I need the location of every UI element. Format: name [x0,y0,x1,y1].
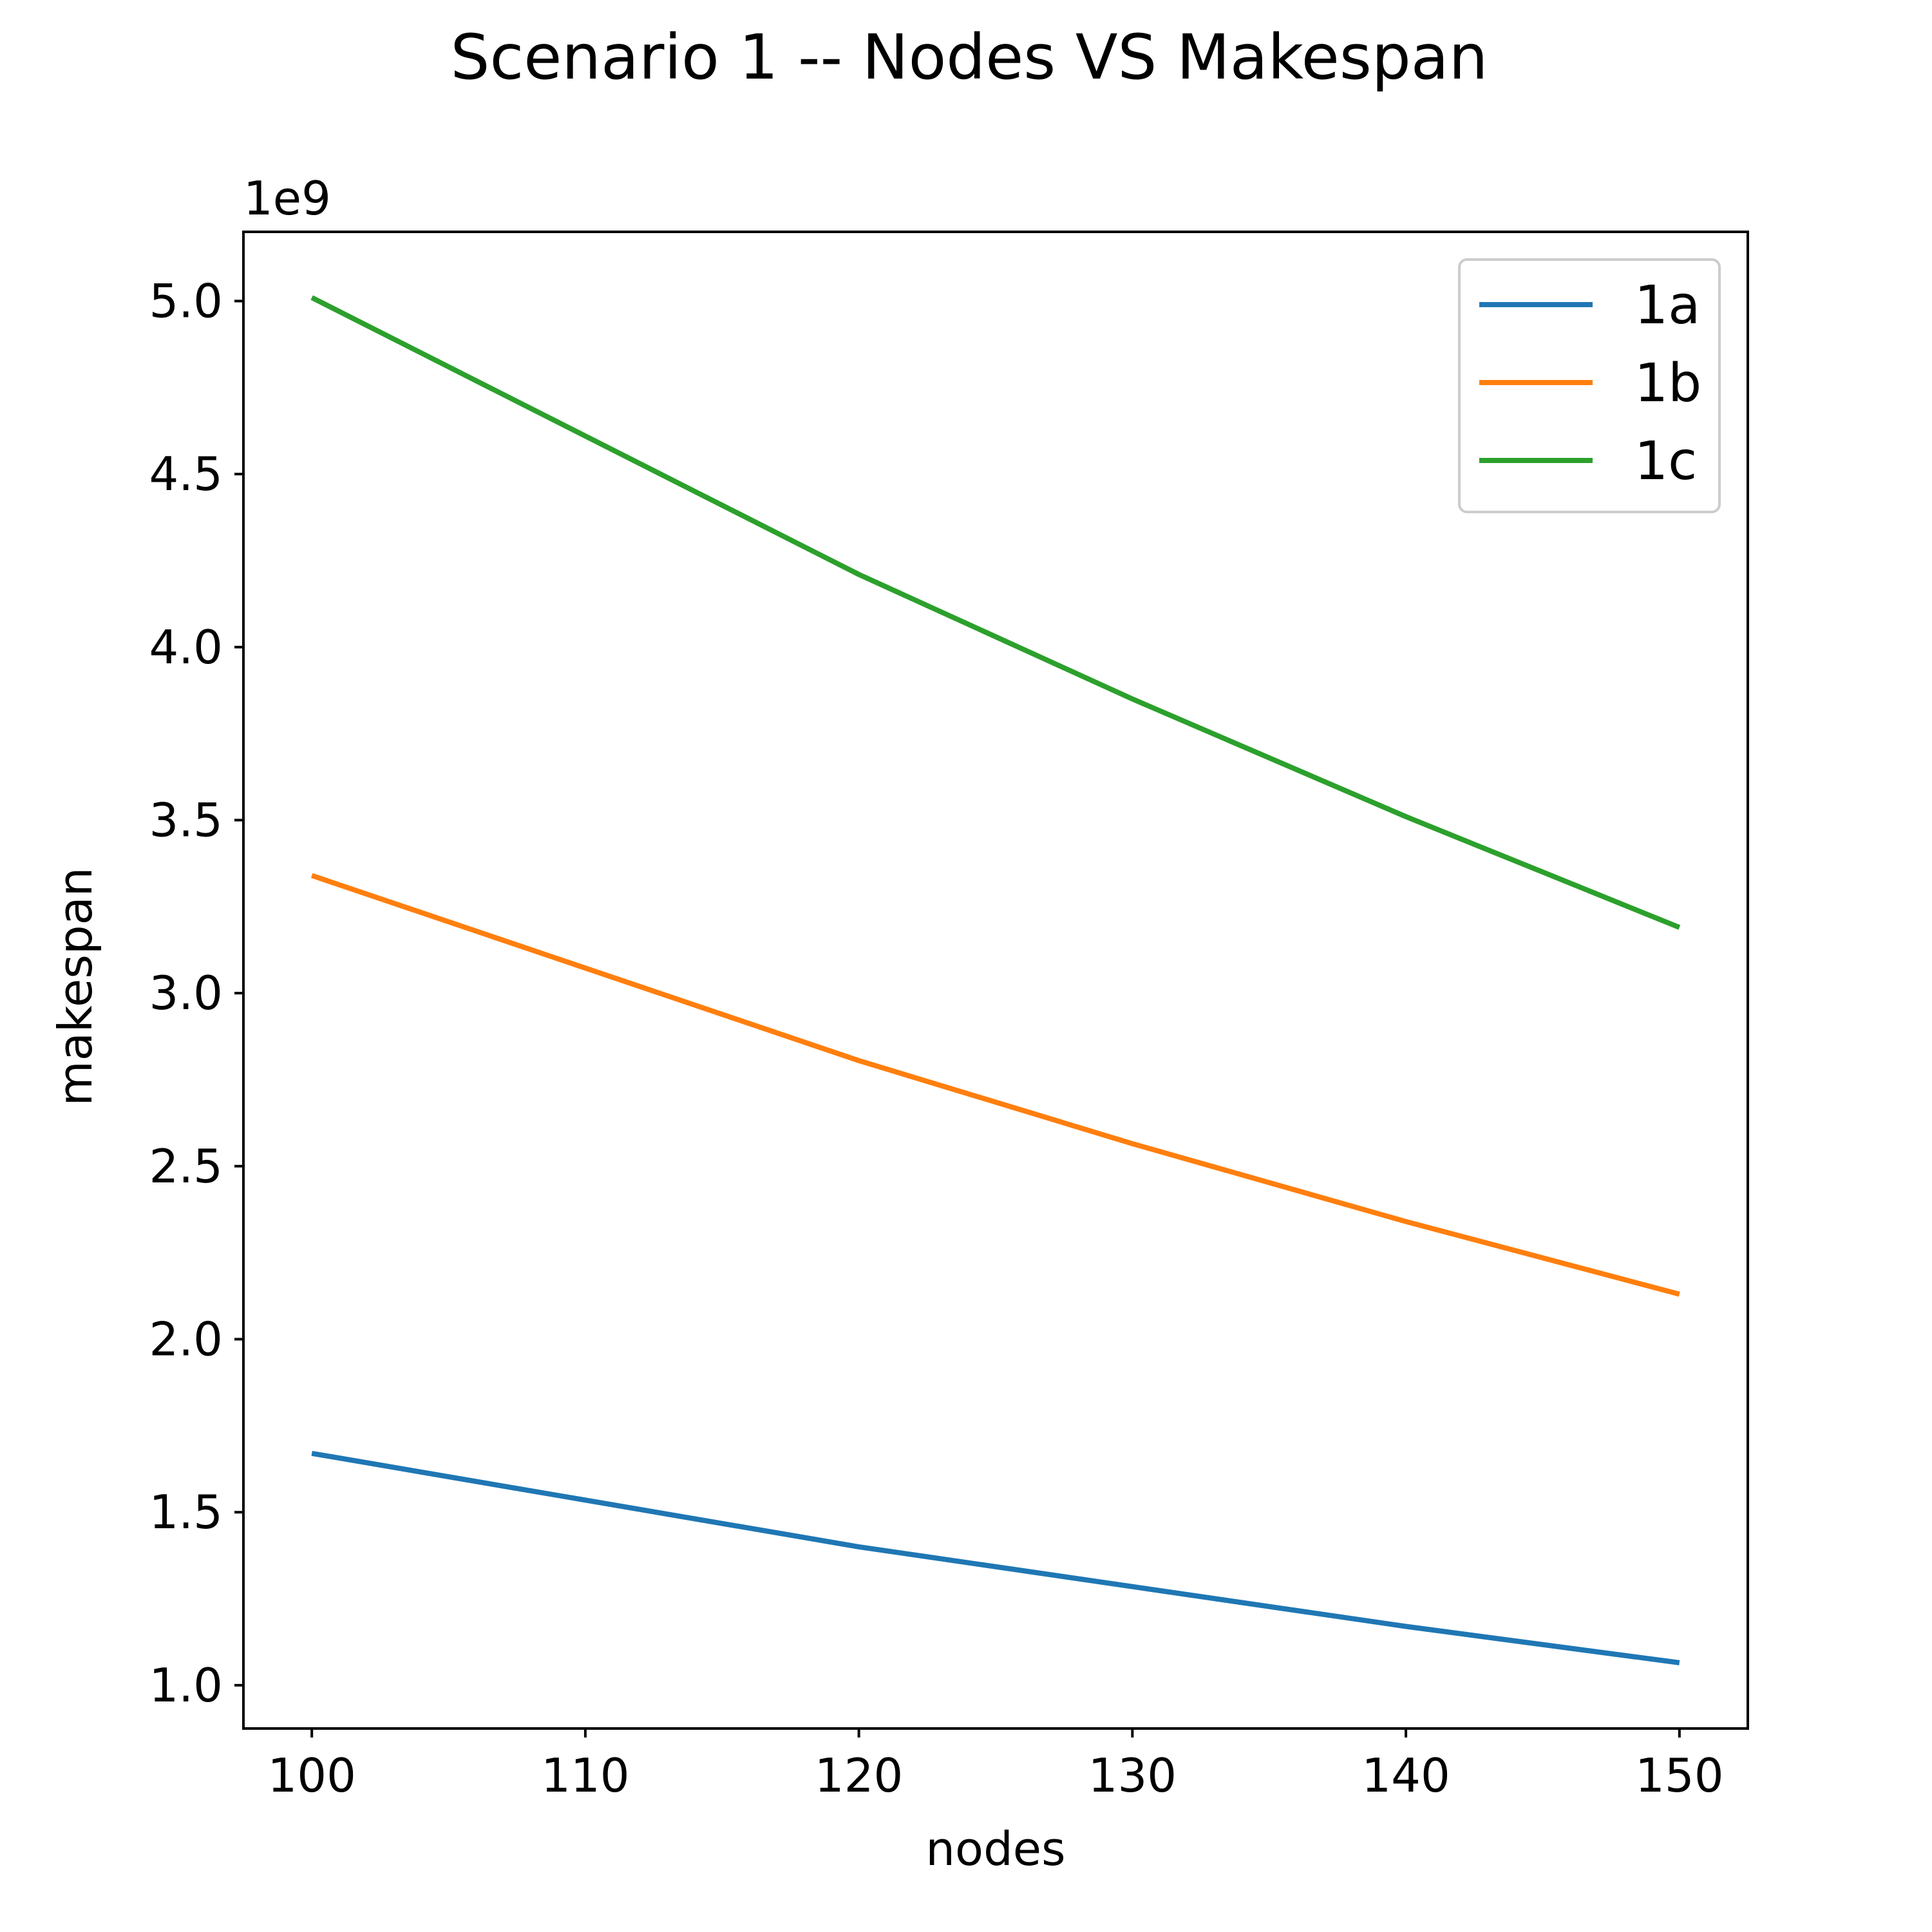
x-tick-label: 150 [1635,1748,1723,1803]
legend-label: 1a [1634,275,1700,336]
x-tick-label: 140 [1361,1748,1450,1803]
x-axis-label: nodes [925,1822,1065,1876]
legend-entries: 1a 1b 1c [1479,275,1701,492]
legend-box [1458,258,1721,513]
y-tick-label: 1.5 [149,1485,223,1539]
legend: 1a 1b 1c [1458,258,1721,513]
x-tick-label: 120 [815,1748,903,1803]
legend-entry-1c: 1c [1479,431,1697,492]
y-offset-label: 1e9 [243,171,331,225]
x-tick-label: 100 [267,1748,355,1803]
chart-title: Scenario 1 -- Nodes VS Makespan [451,21,1488,93]
y-tick-label: 3.5 [149,793,223,847]
y-tick-label: 1.0 [149,1658,223,1712]
x-tick-label: 130 [1088,1748,1177,1803]
plot-frame [242,231,1749,1730]
series-layer [310,295,1681,1665]
y-tick-label: 4.0 [149,620,223,674]
y-tick-label: 4.5 [149,447,223,501]
y-tick-label: 5.0 [149,274,223,328]
legend-label: 1c [1634,431,1697,492]
series-line-1b [310,873,1680,1297]
legend-entry-1a: 1a [1479,275,1700,336]
legend-label: 1b [1634,353,1701,414]
y-tick-label: 2.5 [149,1139,223,1193]
y-tick-label: 3.0 [149,966,223,1020]
series-line-1c [310,295,1681,930]
legend-entry-1b: 1b [1479,353,1701,414]
x-tick-label: 110 [541,1748,629,1803]
ticks-layer: 100 110 120 130 140 150 1.0 1.5 2.0 2.5 3.0 3.5 4.0 4… [149,274,1723,1803]
series-line-1a [311,1450,1680,1665]
y-tick-label: 2.0 [149,1312,223,1366]
y-axis-label: makespan [48,867,102,1106]
